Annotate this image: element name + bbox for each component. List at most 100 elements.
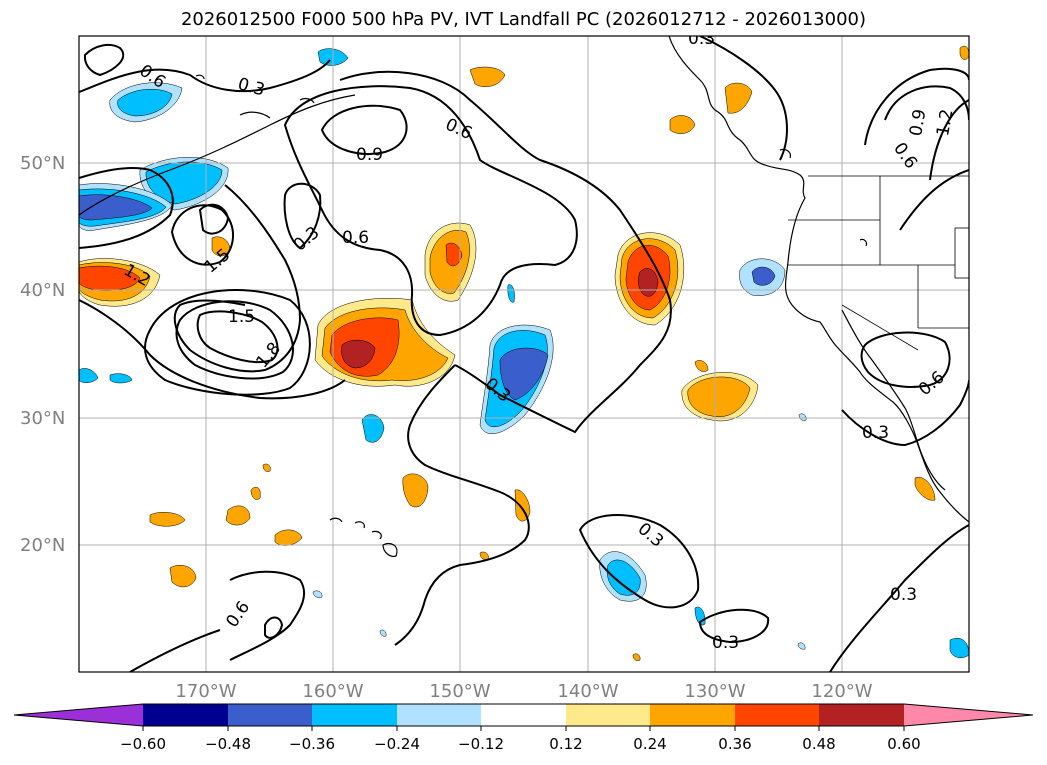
positive-anomaly-area (687, 376, 751, 418)
colorbar-segment (650, 704, 735, 726)
contour-line (79, 299, 346, 400)
contour-label: 0.3 (688, 29, 715, 49)
positive-anomaly-area (79, 265, 141, 291)
colorbar-tick-label: 0.12 (549, 735, 582, 753)
lat-label: 20°N (20, 535, 65, 556)
contour-line (283, 182, 322, 250)
state-border (954, 227, 969, 279)
contour-label: 0.3 (862, 423, 889, 443)
hawaii-island (329, 517, 343, 523)
positive-anomaly-area (724, 82, 753, 114)
positive-anomaly-area (669, 115, 696, 134)
hawaii-island (354, 521, 365, 529)
colorbar-tick-label: −0.36 (289, 735, 335, 753)
negative-anomaly-area (797, 642, 806, 650)
lon-label: 120°W (811, 681, 872, 702)
contour-line (320, 104, 408, 155)
contour-line (699, 36, 788, 161)
contour-line (229, 570, 306, 661)
colorbar-segment (312, 704, 397, 726)
contour-line (198, 203, 230, 235)
colorbar-segment (228, 704, 312, 726)
colorbar-tick-label: 0.48 (802, 735, 835, 753)
colorbar: −0.60 −0.48 −0.36 −0.24 −0.12 0.12 0.24 … (13, 703, 1034, 753)
negative-anomaly-area (312, 590, 323, 598)
contour-line (860, 331, 951, 388)
lat-label: 50°N (20, 153, 65, 174)
colorbar-segment (397, 704, 481, 726)
negative-anomaly-area (499, 347, 549, 401)
coastlines (79, 36, 969, 523)
contour-line (884, 85, 969, 121)
contour-line (196, 310, 279, 364)
lon-label: 170°W (175, 681, 236, 702)
positive-anomaly-area (632, 653, 641, 661)
island-coastline (859, 238, 868, 247)
hawaii-island (371, 530, 382, 540)
north-america-coastline (668, 36, 969, 523)
contour-line (394, 364, 530, 646)
lat-label: 30°N (20, 408, 65, 429)
colorbar-tick-label: 0.24 (633, 735, 666, 753)
colorbar-segment (819, 704, 904, 726)
baja-coastline (841, 309, 946, 491)
island-coastline (779, 148, 791, 159)
contour-labels: 0.6 0.3 0.9 0.6 0.3 0.6 1.5 1.2 1.5 1.8 … (120, 29, 957, 653)
positive-anomaly-area (250, 487, 261, 500)
map-title: 2026012500 F000 500 hPa PV, IVT Landfall… (180, 9, 867, 30)
contour-line (175, 300, 294, 380)
positive-anomaly-area (694, 360, 709, 372)
state-border (841, 304, 919, 351)
positive-anomaly-area (469, 66, 506, 87)
contour-label: 0.9 (356, 145, 383, 165)
colorbar-segment (735, 704, 819, 726)
pv-contours (79, 36, 969, 672)
colorbar-segment (143, 704, 228, 726)
contour-line (283, 85, 578, 337)
contour-label: 0.6 (342, 228, 369, 248)
contour-line (339, 70, 672, 434)
positive-anomaly-area (402, 473, 429, 508)
negative-anomaly-area (109, 373, 133, 384)
positive-anomaly-area (445, 242, 463, 267)
contour-label: 0.3 (712, 633, 739, 653)
colorbar-segment (904, 704, 1033, 726)
negative-anomaly-area (361, 414, 385, 443)
positive-anomaly-area (225, 505, 251, 526)
contour-line (899, 169, 969, 231)
contour-label: 0.3 (890, 585, 917, 605)
lat-label: 40°N (20, 280, 65, 301)
colorbar-tick-label: 0.36 (718, 735, 751, 753)
latitude-labels: 20°N 30°N 40°N 50°N (20, 153, 65, 556)
colorbar-segment (481, 704, 566, 726)
contour-line (829, 524, 969, 672)
hawaii-islands (329, 517, 398, 557)
positive-anomaly-area (341, 339, 376, 369)
lon-label: 150°W (429, 681, 490, 702)
contour-line (129, 629, 221, 672)
contour-label: 1.2 (933, 108, 957, 138)
contour-line (79, 59, 331, 93)
negative-anomaly-area (507, 284, 515, 303)
contour-line (578, 514, 700, 609)
island-coastline (299, 97, 315, 104)
contour-line (79, 167, 174, 249)
negative-anomaly-area (117, 88, 173, 117)
positive-anomaly-area (914, 477, 936, 501)
alaska-coastline (79, 94, 356, 216)
contour-line (83, 43, 125, 77)
positive-anomaly-area (274, 529, 303, 546)
colorbar-segment (14, 704, 143, 726)
positive-anomaly-area (638, 268, 659, 297)
lon-label: 160°W (302, 681, 363, 702)
positive-anomaly-area (959, 45, 969, 60)
positive-anomaly-area (262, 463, 271, 472)
positive-anomaly-area (169, 565, 197, 588)
colorbar-tick-label: −0.48 (205, 735, 251, 753)
contour-line (173, 184, 302, 373)
negative-anomaly-area (79, 368, 99, 383)
political-borders (788, 175, 969, 351)
colorbar-segment (566, 704, 650, 726)
anomaly-shading (79, 45, 969, 661)
